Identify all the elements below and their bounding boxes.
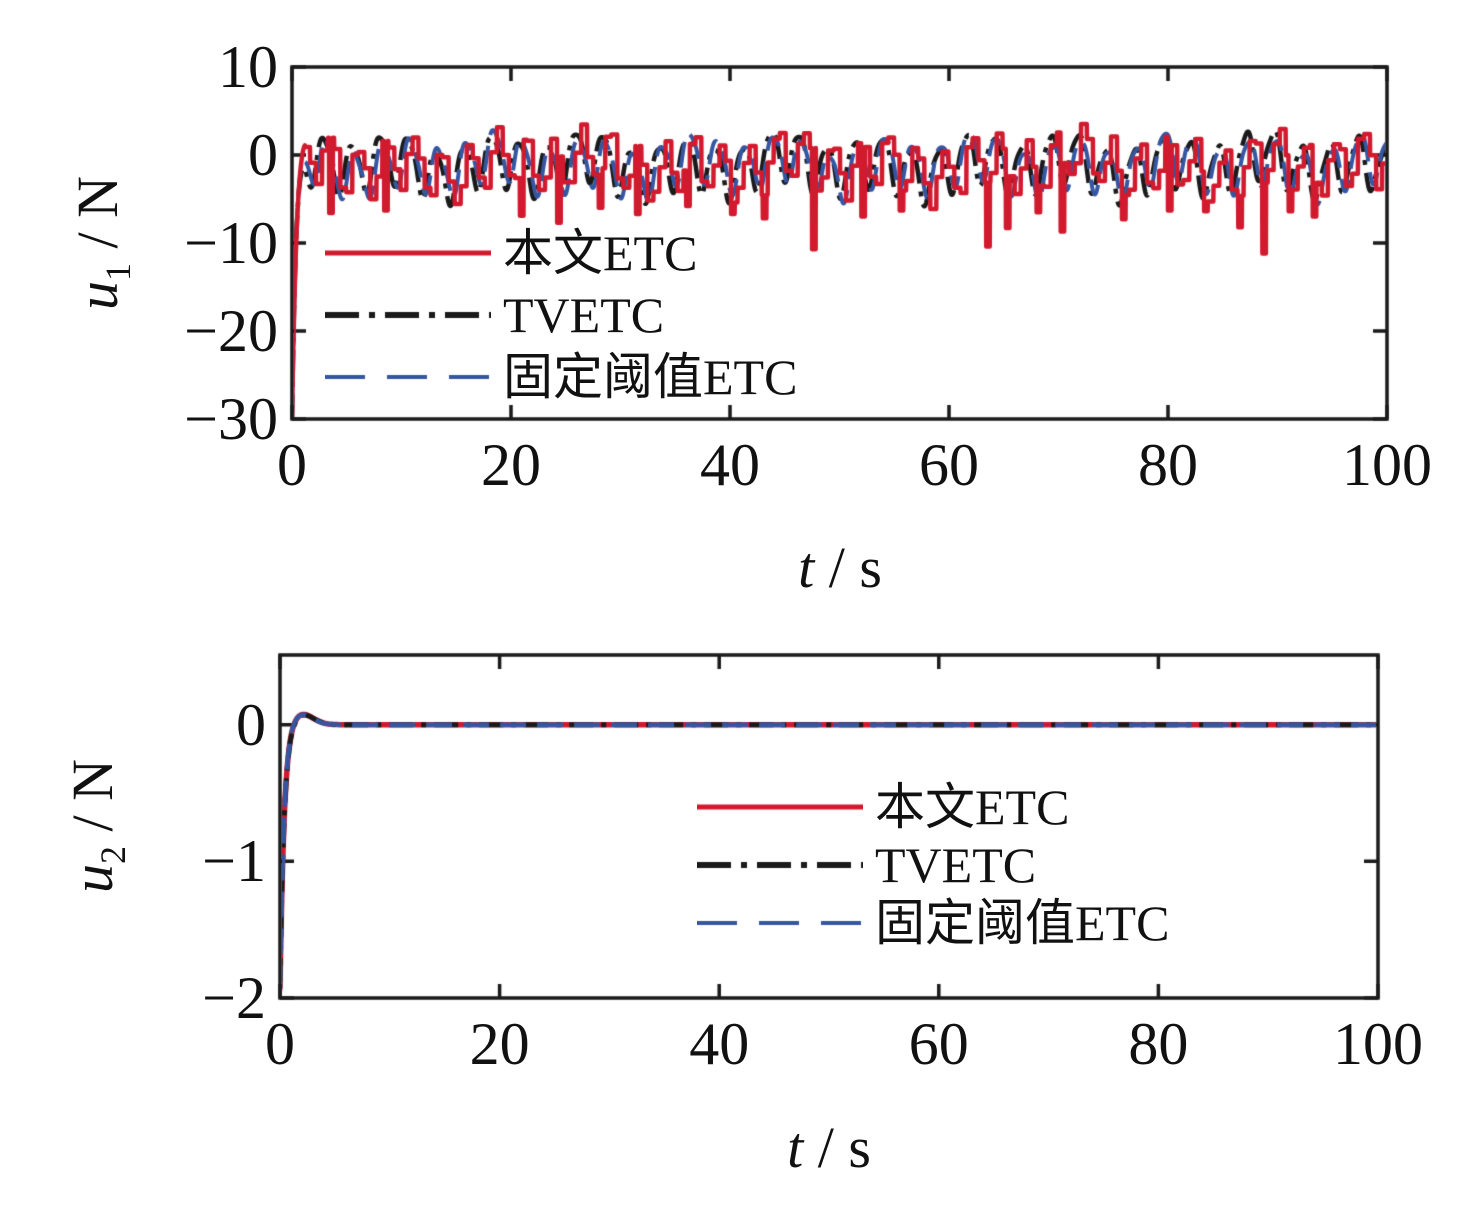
- legend-label: TVETC: [503, 287, 665, 343]
- y-tick-label: 0: [248, 122, 278, 188]
- y-tick-label: 10: [218, 34, 278, 100]
- u1-sub: 1: [97, 263, 138, 281]
- x-tick-label: 60: [919, 432, 979, 498]
- u1-x-axis-label: t / s: [798, 539, 882, 597]
- u1-y-axis-label: u1 / N: [65, 176, 138, 310]
- t1-unit: / s: [814, 535, 882, 600]
- legend-line-solid-red: [325, 246, 491, 260]
- y-tick-label: −1: [202, 828, 266, 895]
- legend-entry: 固定阈值ETC: [325, 346, 797, 408]
- t1-var: t: [798, 535, 815, 600]
- x-tick-label: 0: [265, 1011, 295, 1077]
- u2-x-axis-label: t / s: [787, 1119, 871, 1177]
- x-tick-label: 80: [1138, 432, 1198, 498]
- legend-label: 本文ETC: [875, 779, 1070, 835]
- legend-line-dashed-blue: [697, 916, 863, 930]
- legend-entry: TVETC: [697, 836, 1169, 894]
- x-tick-label: 20: [469, 1011, 530, 1077]
- x-tick-label: 60: [908, 1011, 969, 1077]
- y-tick-label: −20: [184, 298, 278, 364]
- y-tick-label: −2: [202, 965, 266, 1031]
- legend-line-dashdot-black: [697, 858, 863, 872]
- x-tick-label: 100: [1342, 432, 1432, 498]
- u2-y-axis-label: u2 / N: [60, 759, 133, 893]
- legend-line-dashed-blue: [325, 370, 491, 384]
- x-tick-label: 0: [277, 432, 307, 498]
- t2-unit: / s: [803, 1115, 871, 1180]
- x-tick-label: 80: [1128, 1011, 1189, 1077]
- legend-label: 本文ETC: [503, 225, 698, 281]
- u2-sub: 2: [92, 846, 133, 864]
- legend-label: 固定阈值ETC: [875, 895, 1170, 951]
- legend-entry: 本文ETC: [325, 222, 797, 284]
- y-tick-label: −10: [184, 210, 278, 276]
- legend-entry: 固定阈值ETC: [697, 894, 1169, 952]
- legend-entry: TVETC: [325, 284, 797, 346]
- t2-var: t: [787, 1115, 804, 1180]
- x-tick-label: 20: [481, 432, 541, 498]
- y-tick-label: −30: [184, 386, 278, 452]
- u2-legend: 本文ETC TVETC 固定阈值ETC: [697, 778, 1169, 952]
- u2-var: u: [60, 863, 126, 893]
- u2-unit: / N: [60, 759, 126, 847]
- legend-line-solid-red: [697, 800, 863, 814]
- x-tick-label: 40: [689, 1011, 750, 1077]
- legend-label: TVETC: [875, 837, 1037, 893]
- y-tick-label: 0: [236, 691, 266, 758]
- x-tick-label: 40: [700, 432, 760, 498]
- legend-entry: 本文ETC: [697, 778, 1169, 836]
- u1-legend: 本文ETC TVETC 固定阈值ETC: [325, 222, 797, 408]
- u1-var: u: [65, 280, 131, 310]
- u1-unit: / N: [65, 176, 131, 264]
- x-tick-label: 100: [1333, 1011, 1423, 1077]
- legend-label: 固定阈值ETC: [503, 349, 798, 405]
- legend-line-dashdot-black: [325, 308, 491, 322]
